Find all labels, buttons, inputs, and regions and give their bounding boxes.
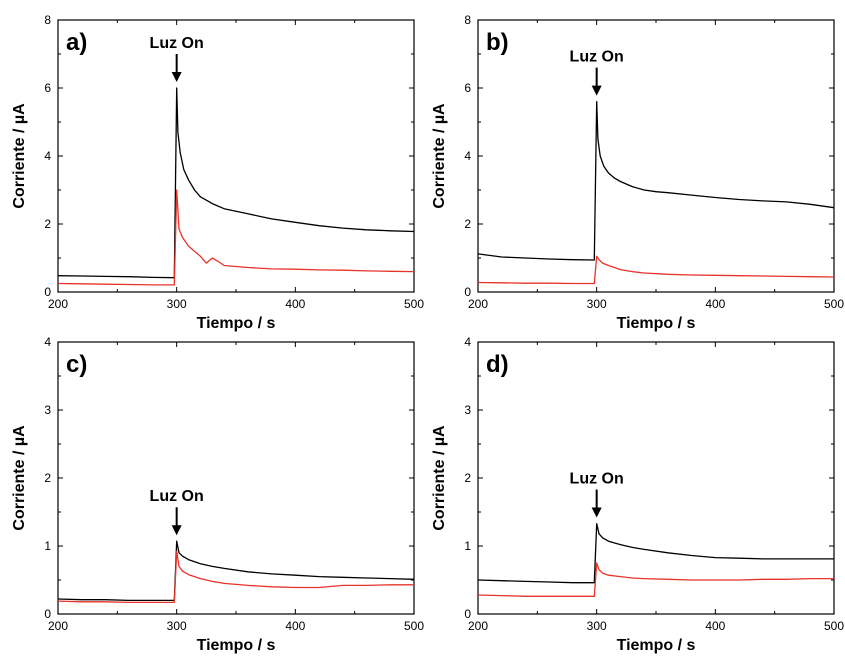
annotation-label: Luz On [150,488,204,505]
panel-label: c) [66,351,87,378]
y-tick-label: 8 [464,13,471,27]
x-tick-label: 500 [824,619,844,633]
y-tick-label: 1 [464,539,471,553]
plot-frame [477,341,835,615]
x-tick-label: 300 [167,297,187,311]
y-axis-label: Corriente / µA [431,425,448,531]
panel-label: b) [486,29,509,56]
y-tick-label: 1 [44,539,51,553]
y-tick-label: 0 [44,285,51,299]
x-tick-label: 500 [404,297,424,311]
y-tick-label: 2 [464,217,471,231]
annotation-label: Luz On [570,471,624,488]
series-line-black [57,87,415,279]
series-line-red [477,255,835,285]
x-axis-label: Tiempo / s [617,637,696,654]
x-tick-label: 200 [48,619,68,633]
x-tick-label: 200 [468,619,488,633]
plot-frame [477,19,835,293]
y-tick-label: 3 [464,403,471,417]
plot-frame [57,19,415,293]
panel-label: a) [66,29,87,56]
y-tick-label: 2 [44,217,51,231]
chart-panel-d: 200 300 400 500 0 1 2 3 4 Tiempo / s Corriente / µ… [431,335,844,654]
y-tick-label: 6 [464,81,471,95]
y-axis-label: Corriente / µA [431,103,448,209]
x-tick-label: 300 [587,619,607,633]
panel-label: d) [486,351,509,378]
y-tick-label: 4 [464,335,471,349]
x-tick-label: 200 [468,297,488,311]
y-axis-label: Corriente / µA [11,425,28,531]
x-tick-label: 500 [824,297,844,311]
annotation-label: Luz On [570,49,624,66]
annotation-arrowhead [171,72,182,82]
x-tick-label: 200 [48,297,68,311]
chart-panel-b: 200 300 400 500 0 2 4 6 8 Tiempo / s Corriente / µ… [431,13,844,332]
series-line-black [477,100,835,261]
y-tick-label: 3 [44,403,51,417]
x-axis-label: Tiempo / s [197,315,276,332]
series-line-black [57,540,415,602]
y-tick-label: 4 [464,149,471,163]
chart-panel-a: 200 300 400 500 0 2 4 6 8 Tiempo / s Corriente / µ… [11,13,424,332]
y-tick-label: 0 [44,607,51,621]
x-axis-label: Tiempo / s [197,637,276,654]
x-tick-label: 300 [167,619,187,633]
y-tick-label: 4 [44,149,51,163]
annotation-arrowhead [591,507,602,518]
x-tick-label: 400 [285,297,305,311]
y-tick-label: 8 [44,13,51,27]
x-tick-label: 300 [587,297,607,311]
x-axis-label: Tiempo / s [617,315,696,332]
series-line-black [477,522,834,584]
x-tick-label: 500 [404,619,424,633]
y-tick-label: 2 [44,471,51,485]
y-tick-label: 4 [44,335,51,349]
plot-frame [57,341,415,615]
series-line-red [57,189,415,286]
series-line-red [477,562,834,597]
x-tick-label: 400 [705,619,725,633]
annotation-arrowhead [171,525,182,536]
y-tick-label: 6 [44,81,51,95]
y-axis-label: Corriente / µA [11,103,28,209]
x-tick-label: 400 [285,619,305,633]
y-tick-label: 0 [464,285,471,299]
chart-panel-c: 200 300 400 500 0 1 2 3 4 Tiempo / s Corriente / µ… [11,335,424,654]
series-line-red [57,550,414,604]
x-tick-label: 400 [705,297,725,311]
annotation-label: Luz On [150,35,204,52]
y-tick-label: 2 [464,471,471,485]
annotation-arrowhead [591,85,602,96]
y-tick-label: 0 [464,607,471,621]
